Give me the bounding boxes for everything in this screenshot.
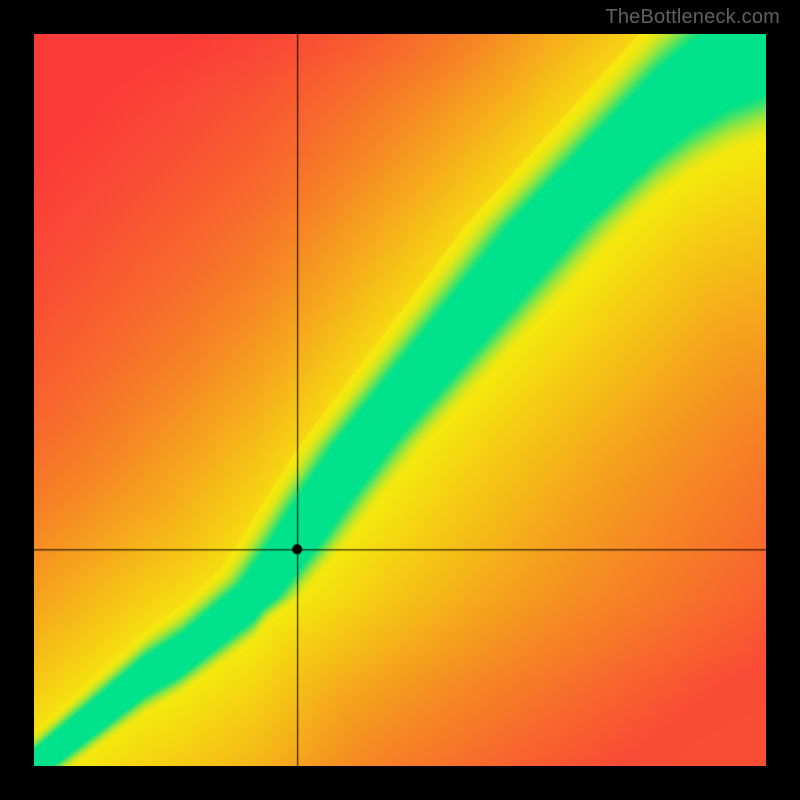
crosshair-overlay — [34, 34, 766, 766]
watermark-text: TheBottleneck.com — [605, 6, 780, 29]
figure-container: TheBottleneck.com — [0, 0, 800, 800]
heatmap-plot — [34, 34, 766, 766]
